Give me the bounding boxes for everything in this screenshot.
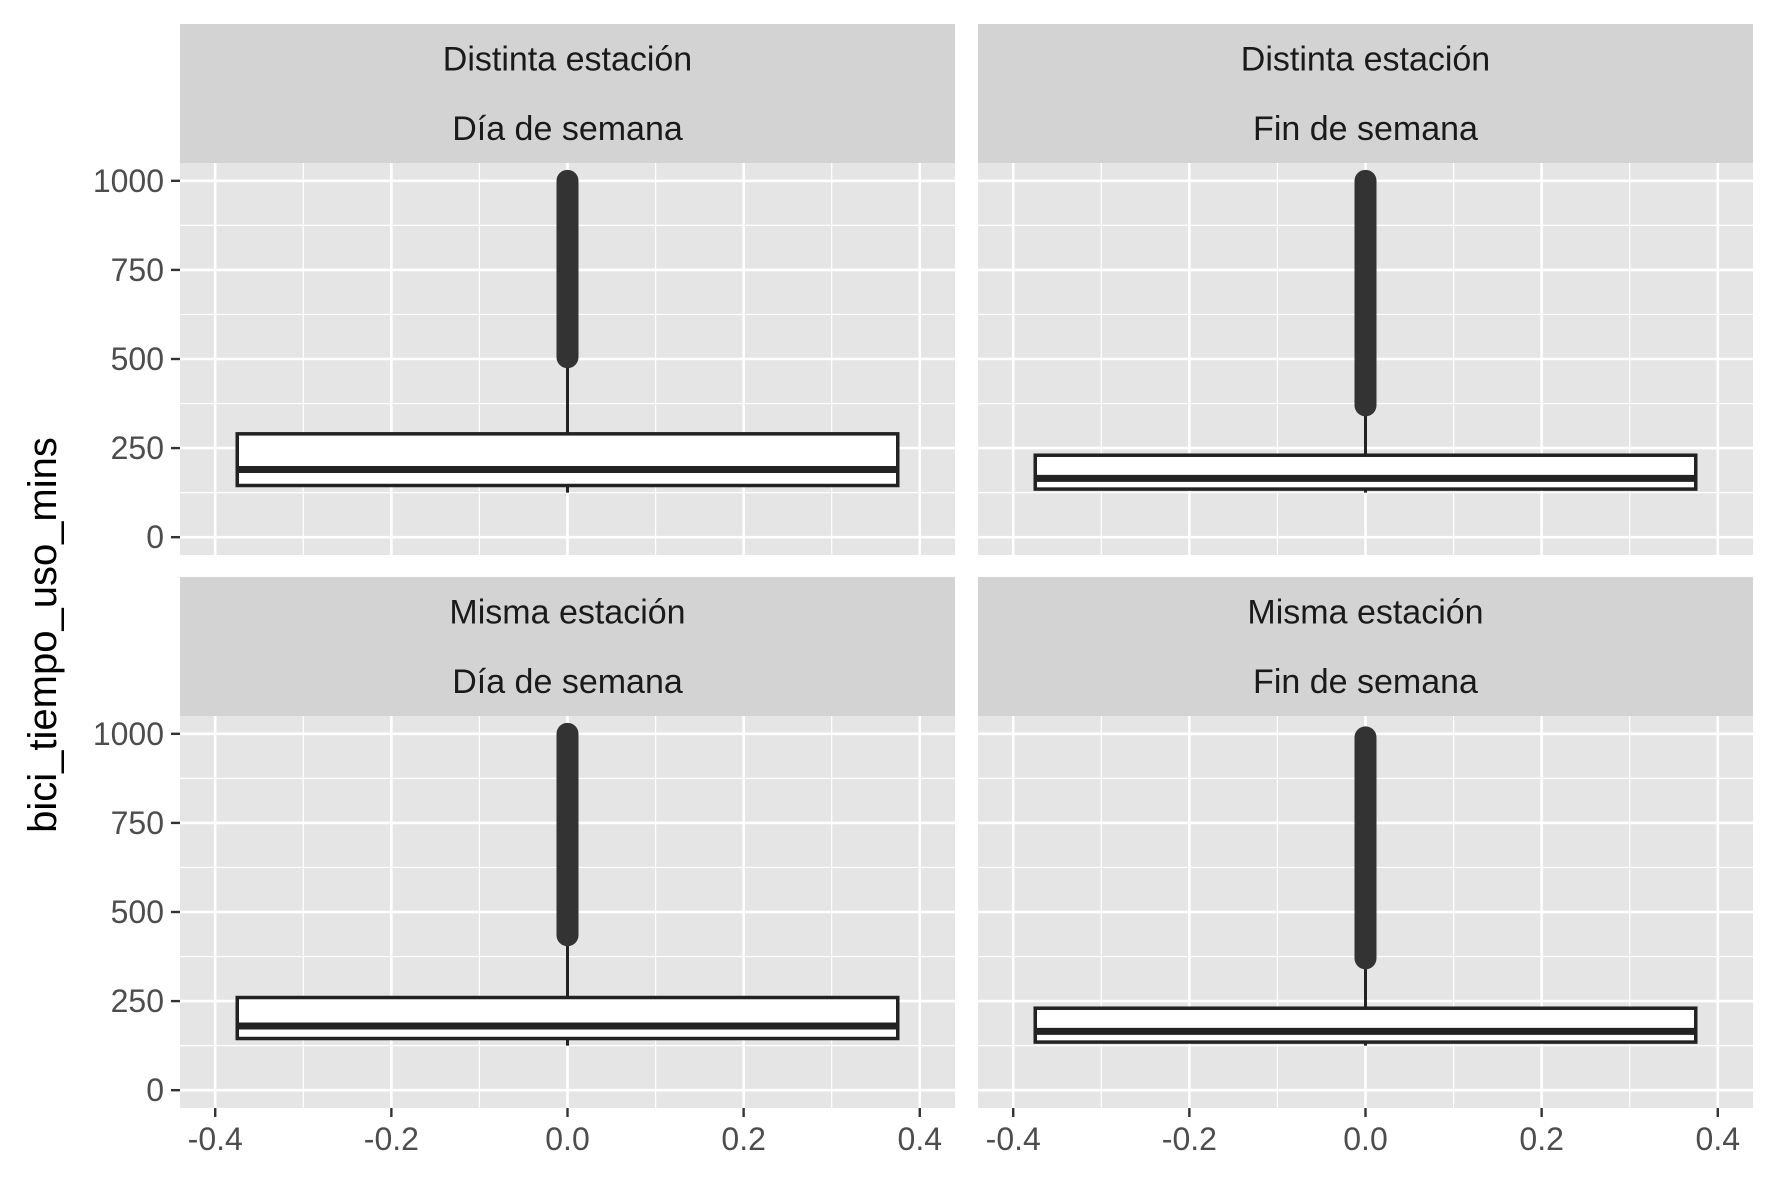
strip-top-label: Distinta estación xyxy=(443,41,692,79)
x-tick-label: -0.4 xyxy=(188,1121,243,1157)
y-tick-label: 1000 xyxy=(93,163,164,199)
facet-panel-4: Misma estación Fin de semana -0.4 -0.2 0.0 0.… xyxy=(978,577,1753,1157)
facet-panel-2: Distinta estación Fin de semana xyxy=(978,24,1753,555)
y-tick-label: 0 xyxy=(146,519,164,555)
strip-top-bg xyxy=(180,24,955,93)
x-tick-label: 0.2 xyxy=(721,1121,765,1157)
x-tick-label: -0.2 xyxy=(1162,1121,1217,1157)
strip-bottom-bg xyxy=(978,93,1753,163)
x-tick-label: 0.4 xyxy=(1696,1121,1740,1157)
x-tick-label: 0.2 xyxy=(1519,1121,1563,1157)
strip-bottom-bg xyxy=(180,646,955,716)
x-tick-label: 0.0 xyxy=(1343,1121,1387,1157)
strip-top-label: Distinta estación xyxy=(1241,41,1490,79)
strip-bottom-label: Día de semana xyxy=(452,663,683,701)
box-iqr xyxy=(1033,453,1698,491)
box-iqr xyxy=(1033,1006,1698,1044)
y-tick-label: 500 xyxy=(111,341,164,377)
box-iqr xyxy=(235,432,900,488)
strip-bottom-label: Día de semana xyxy=(452,110,683,148)
strip-top-bg xyxy=(180,577,955,646)
strip-bottom-label: Fin de semana xyxy=(1253,663,1478,701)
facet-panel-3: Misma estación Día de semana 0 250 500 750 100… xyxy=(93,577,955,1157)
strip-bottom-bg xyxy=(978,646,1753,716)
facet-panels: Distinta estación Día de semana 0 250 500 750… xyxy=(93,24,1753,1157)
y-axis-title: bici_tiempo_uso_mins xyxy=(21,437,65,833)
x-tick-label: 0.4 xyxy=(898,1121,942,1157)
y-tick-label: 0 xyxy=(146,1072,164,1108)
strip-bottom-bg xyxy=(180,93,955,163)
y-tick-label: 500 xyxy=(111,894,164,930)
y-tick-label: 750 xyxy=(111,805,164,841)
y-tick-label: 250 xyxy=(111,430,164,466)
y-tick-label: 1000 xyxy=(93,716,164,752)
facet-panel-1: Distinta estación Día de semana 0 250 500 750… xyxy=(93,24,955,555)
x-tick-label: -0.4 xyxy=(986,1121,1041,1157)
strip-bottom-label: Fin de semana xyxy=(1253,110,1478,148)
y-tick-label: 250 xyxy=(111,983,164,1019)
strip-top-bg xyxy=(978,24,1753,93)
box-iqr xyxy=(235,995,900,1041)
strip-top-label: Misma estación xyxy=(449,594,685,632)
x-tick-label: -0.2 xyxy=(364,1121,419,1157)
x-tick-label: 0.0 xyxy=(545,1121,589,1157)
strip-top-label: Misma estación xyxy=(1247,594,1483,632)
y-tick-label: 750 xyxy=(111,252,164,288)
strip-top-bg xyxy=(978,577,1753,646)
